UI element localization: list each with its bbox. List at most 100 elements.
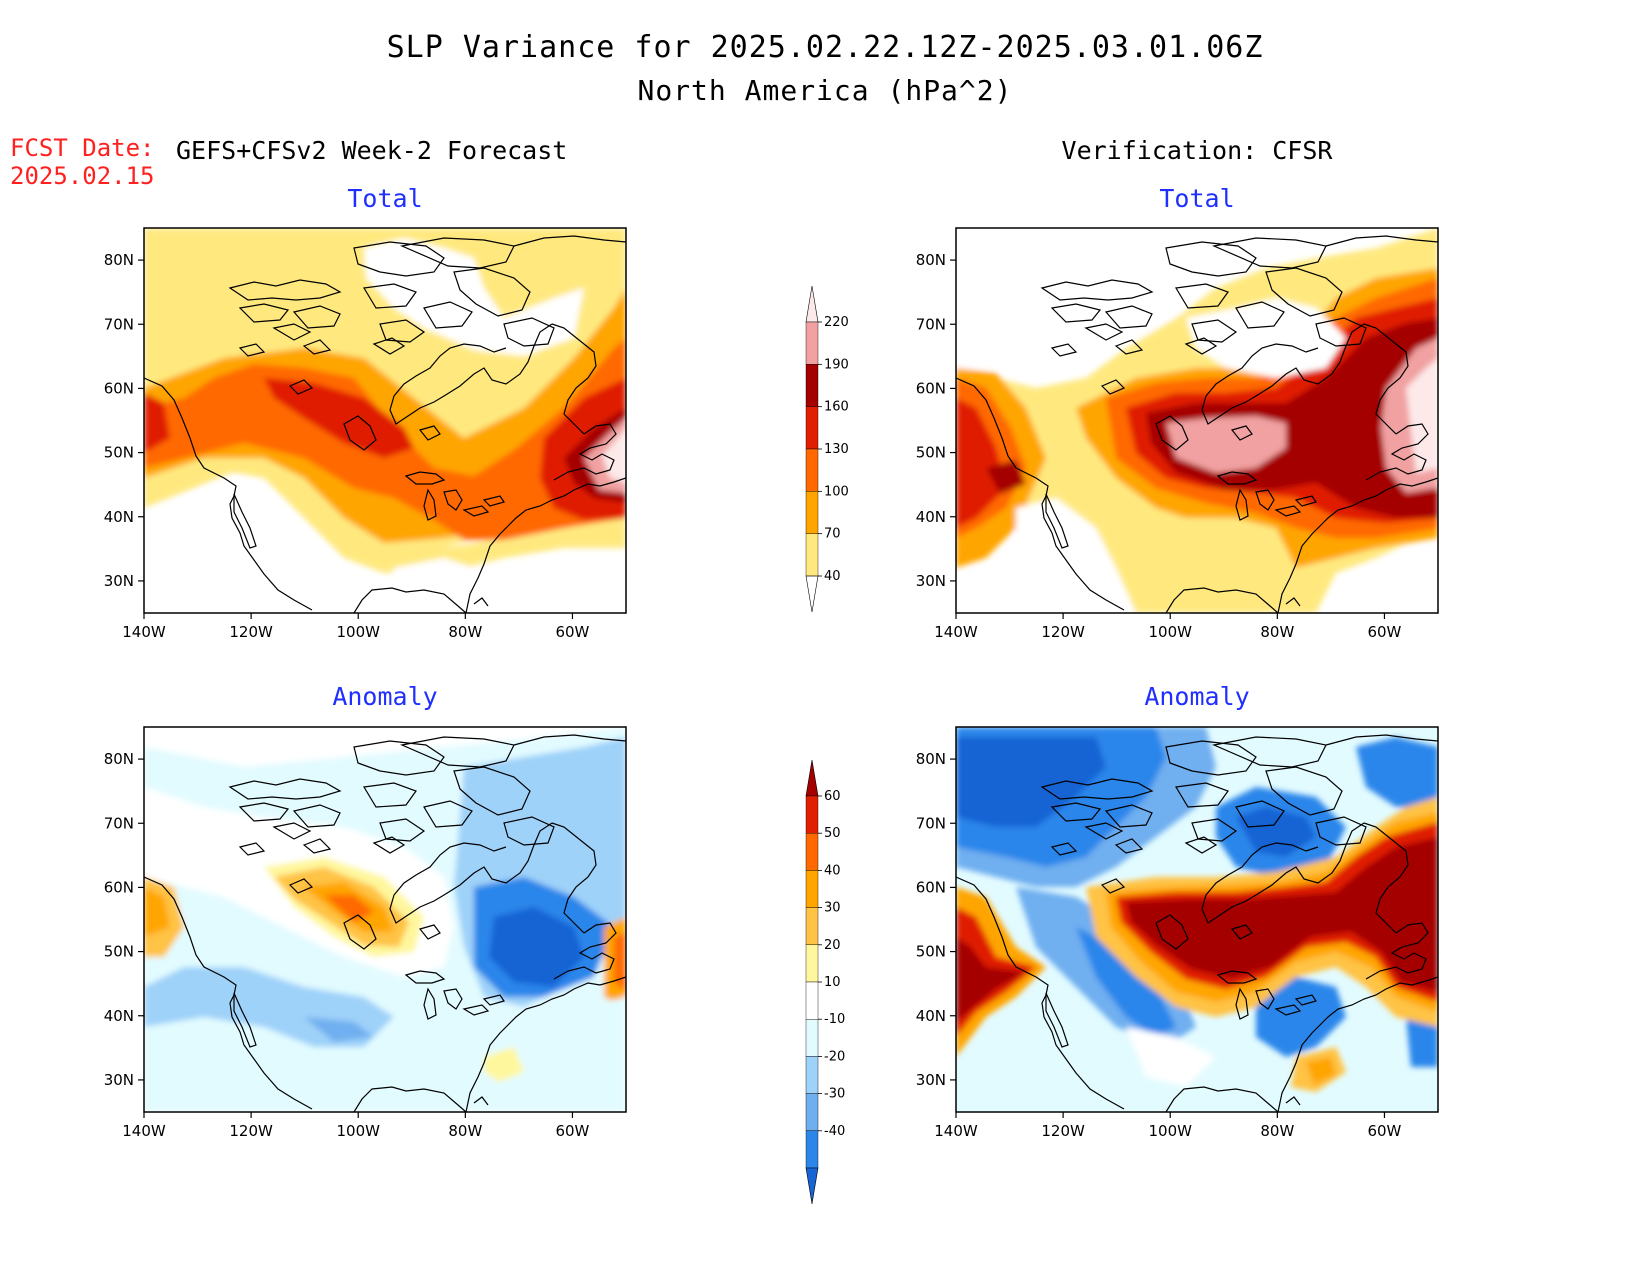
lat-tick-label: 40N xyxy=(104,508,134,526)
lat-tick-label: 80N xyxy=(916,750,946,768)
lon-tick-label: 60W xyxy=(555,623,589,641)
colorbar-label: -20 xyxy=(824,1049,845,1064)
lon-tick-label: 120W xyxy=(1041,1122,1085,1140)
colorbar-label: 70 xyxy=(824,527,841,542)
colorbars: 40 70 100 130 160 190 220 -40 -30 -20 -10 10 20 30 40 5… xyxy=(805,285,849,1205)
colorbar-box xyxy=(805,870,819,908)
map-frame xyxy=(143,227,627,614)
lon-tick-label: 140W xyxy=(934,1122,978,1140)
map-frame xyxy=(955,726,1439,1113)
colorbar-box xyxy=(805,907,819,945)
lat-tick-label: 70N xyxy=(916,315,946,333)
colorbar-arrow-top xyxy=(805,285,819,323)
lat-tick-label: 30N xyxy=(916,1071,946,1089)
lon-tick-label: 60W xyxy=(1367,623,1401,641)
lat-tick-label: 50N xyxy=(104,444,134,462)
colorbar-label: -10 xyxy=(824,1012,845,1027)
colorbar-box xyxy=(805,533,819,577)
lat-tick-label: 30N xyxy=(104,572,134,590)
colorbar-box xyxy=(805,406,819,450)
colorbar-arrow-bottom xyxy=(805,1167,819,1205)
colorbar-anomaly: -40 -30 -20 -10 10 20 30 40 50 60 xyxy=(805,759,845,1205)
colorbar-label: -40 xyxy=(824,1124,845,1139)
lon-tick-label: 100W xyxy=(336,1122,380,1140)
panel-verification-anomaly xyxy=(955,726,1439,1113)
colorbar-box xyxy=(805,1019,819,1057)
verification-column-title: Verification: CFSR xyxy=(1061,136,1333,165)
colorbar-box xyxy=(805,981,819,1020)
lat-tick-label: 60N xyxy=(916,379,946,397)
lon-tick-label: 60W xyxy=(1367,1122,1401,1140)
colorbar-box xyxy=(805,1056,819,1094)
lat-tick-label: 60N xyxy=(916,878,946,896)
lat-tick-label: 50N xyxy=(104,943,134,961)
verification-anomaly-title: Anomaly xyxy=(1144,682,1250,711)
colorbar-box xyxy=(805,491,819,534)
panel-forecast-total xyxy=(143,227,627,614)
map-frame xyxy=(955,227,1439,614)
colorbar-label: 190 xyxy=(824,357,849,372)
lat-tick-label: 70N xyxy=(104,315,134,333)
colorbar-total: 40 70 100 130 160 190 220 xyxy=(805,285,849,613)
fcst-date-label: FCST Date: xyxy=(10,134,155,162)
panel-axes: 80N 70N 60N 50N 40N 30N 140W 120W 100W 80W 60W xyxy=(916,251,1402,641)
figure-title: SLP Variance for 2025.02.22.12Z-2025.03.… xyxy=(386,30,1264,65)
colorbar-label: 40 xyxy=(824,569,841,584)
colorbar-arrow-top xyxy=(805,759,819,797)
verification-total-title: Total xyxy=(1159,184,1235,213)
lat-tick-label: 50N xyxy=(916,943,946,961)
lon-tick-label: 100W xyxy=(1148,623,1192,641)
lon-tick-label: 120W xyxy=(1041,623,1085,641)
axes-layer: 80N 70N 60N 50N 40N 30N 140W 120W 100W 80W 60W 80N 7… xyxy=(104,251,1402,1140)
lat-tick-label: 40N xyxy=(104,1007,134,1025)
lat-tick-label: 40N xyxy=(916,508,946,526)
lat-tick-label: 70N xyxy=(104,814,134,832)
lon-tick-label: 100W xyxy=(336,623,380,641)
figure-subtitle: North America (hPa^2) xyxy=(637,74,1013,107)
lon-tick-label: 80W xyxy=(448,623,482,641)
lon-tick-label: 140W xyxy=(122,1122,166,1140)
panel-forecast-anomaly xyxy=(143,726,627,1113)
colorbar-label: -30 xyxy=(824,1087,845,1102)
lon-tick-label: 140W xyxy=(122,623,166,641)
colorbar-box xyxy=(805,448,819,492)
colorbar-label: 160 xyxy=(824,400,849,415)
lon-tick-label: 120W xyxy=(229,1122,273,1140)
forecast-total-title: Total xyxy=(347,184,423,213)
lat-tick-label: 80N xyxy=(104,251,134,269)
colorbar-label: 60 xyxy=(824,789,841,804)
colorbar-box xyxy=(805,1093,819,1131)
panel-axes: 80N 70N 60N 50N 40N 30N 140W 120W 100W 80W 60W xyxy=(916,750,1402,1140)
lon-tick-label: 120W xyxy=(229,623,273,641)
panel-axes: 80N 70N 60N 50N 40N 30N 140W 120W 100W 80W 60W xyxy=(104,251,590,641)
lat-tick-label: 80N xyxy=(104,750,134,768)
colorbar-box xyxy=(805,364,819,407)
map-frame xyxy=(143,726,627,1113)
lat-tick-label: 30N xyxy=(104,1071,134,1089)
colorbar-label: 20 xyxy=(824,938,841,953)
colorbar-label: 40 xyxy=(824,863,841,878)
colorbar-box xyxy=(805,944,819,983)
lat-tick-label: 60N xyxy=(104,878,134,896)
colorbar-box xyxy=(805,795,819,834)
colorbar-label: 130 xyxy=(824,442,849,457)
colorbar-arrow-bottom xyxy=(805,575,819,613)
colorbar-label: 30 xyxy=(824,901,841,916)
lon-tick-label: 140W xyxy=(934,623,978,641)
forecast-anomaly-title: Anomaly xyxy=(332,682,438,711)
panel-verification-total xyxy=(955,227,1439,614)
lat-tick-label: 40N xyxy=(916,1007,946,1025)
fcst-date-value: 2025.02.15 xyxy=(10,162,155,190)
lon-tick-label: 60W xyxy=(555,1122,589,1140)
panel-axes: 80N 70N 60N 50N 40N 30N 140W 120W 100W 80W 60W xyxy=(104,750,590,1140)
forecast-column-title: GEFS+CFSv2 Week-2 Forecast xyxy=(176,136,568,165)
colorbar-box xyxy=(805,833,819,871)
colorbar-box xyxy=(805,321,819,365)
lon-tick-label: 80W xyxy=(1260,1122,1294,1140)
colorbar-label: 50 xyxy=(824,826,841,841)
lat-tick-label: 80N xyxy=(916,251,946,269)
colorbar-box xyxy=(805,1130,819,1169)
colorbar-label: 10 xyxy=(824,975,841,990)
colorbar-label: 100 xyxy=(824,484,849,499)
